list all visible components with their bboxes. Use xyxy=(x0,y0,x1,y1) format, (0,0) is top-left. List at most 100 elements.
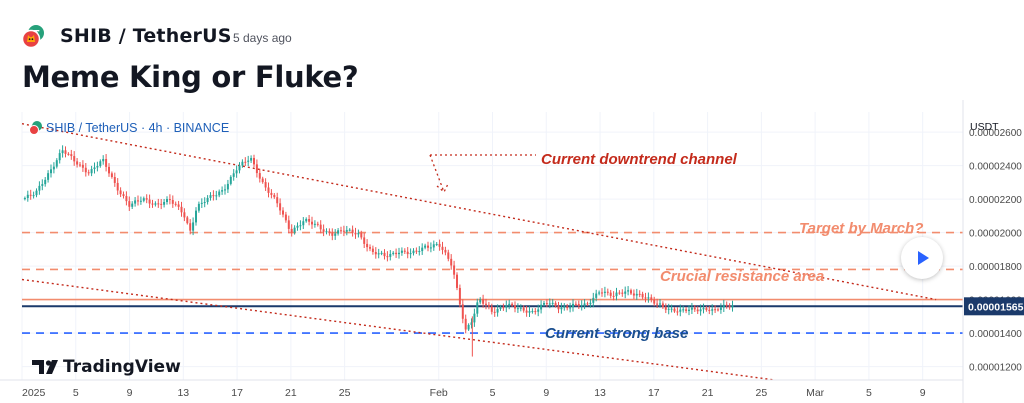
candle-body xyxy=(116,182,119,191)
candle-body xyxy=(177,204,180,207)
candle-body xyxy=(293,227,296,233)
candle xyxy=(81,160,84,172)
chart-legend[interactable]: SHIB / TetherUS · 4h · BINANCE xyxy=(46,121,229,135)
candle xyxy=(70,149,73,160)
candle-body xyxy=(627,290,630,292)
candle xyxy=(142,196,145,203)
candle xyxy=(644,292,647,303)
candle-body xyxy=(415,250,418,252)
symbol-title[interactable]: SHIB / TetherUS xyxy=(60,25,232,47)
candle xyxy=(137,195,139,206)
candle xyxy=(325,228,328,235)
candle-body xyxy=(456,274,458,288)
candle-body xyxy=(615,292,618,297)
candle-body xyxy=(534,311,537,313)
candle xyxy=(110,171,113,179)
candle-body xyxy=(351,229,354,233)
candle xyxy=(282,207,284,218)
candle xyxy=(128,196,131,211)
candle xyxy=(273,193,276,199)
candle-body xyxy=(653,299,656,304)
candle xyxy=(235,165,238,178)
candle-body xyxy=(331,233,334,236)
candle-body xyxy=(644,297,647,299)
x-tick-label: 25 xyxy=(339,387,351,399)
candle-body xyxy=(319,224,322,230)
candle-body xyxy=(441,246,444,250)
candle xyxy=(609,289,612,299)
candle-body xyxy=(203,202,206,204)
candle xyxy=(427,241,429,252)
candle-body xyxy=(241,161,244,166)
candle-body xyxy=(183,212,186,218)
candle xyxy=(160,199,163,210)
candle-body xyxy=(714,309,717,311)
candle-body xyxy=(137,200,139,202)
candle xyxy=(467,323,470,331)
candle-body xyxy=(485,303,487,305)
candle xyxy=(366,239,369,252)
candle-body xyxy=(264,182,267,188)
candle-body xyxy=(557,306,560,310)
candle xyxy=(635,288,638,300)
candle xyxy=(505,300,508,313)
candle xyxy=(96,161,99,172)
candle-body xyxy=(99,161,102,167)
candle-body xyxy=(493,311,496,313)
candle-body xyxy=(554,302,557,307)
candle xyxy=(476,298,479,317)
candle xyxy=(67,152,70,156)
candle-body xyxy=(311,221,313,225)
candle-body xyxy=(661,303,664,307)
candle xyxy=(653,296,656,307)
candle xyxy=(554,301,557,308)
candle xyxy=(679,304,682,317)
candle xyxy=(708,306,711,315)
candle-body xyxy=(369,247,371,249)
candle-body xyxy=(598,292,601,294)
candle xyxy=(409,248,412,259)
candle xyxy=(244,157,247,167)
price-chart[interactable]: Current downtrend channel Target by March… xyxy=(0,100,1024,403)
candle xyxy=(131,201,134,209)
chart-area[interactable]: Current downtrend channel Target by March… xyxy=(0,100,1024,403)
candle-body xyxy=(44,179,47,185)
candle xyxy=(693,304,696,312)
candle xyxy=(490,303,493,315)
candle-body xyxy=(108,166,110,174)
candle-body xyxy=(476,302,479,314)
candle xyxy=(218,189,221,198)
candle-body xyxy=(722,304,725,308)
candle-body xyxy=(55,160,58,167)
candle-body xyxy=(35,190,38,196)
candle-body xyxy=(122,194,125,197)
candle xyxy=(122,191,125,199)
play-button[interactable] xyxy=(901,237,943,279)
candle xyxy=(316,221,319,227)
candle xyxy=(334,229,337,240)
candle xyxy=(38,181,41,195)
candle-body xyxy=(166,199,168,203)
candle-body xyxy=(160,203,163,205)
candle xyxy=(311,216,313,229)
candle-body xyxy=(731,305,734,308)
candle-body xyxy=(725,304,728,306)
candle-body xyxy=(386,256,389,258)
candle xyxy=(685,306,688,314)
candle xyxy=(508,299,511,310)
candle-body xyxy=(125,196,128,202)
candle-body xyxy=(624,291,627,294)
x-tick-label: 5 xyxy=(73,387,79,399)
candle xyxy=(531,308,534,314)
candle-body xyxy=(392,252,395,254)
candle-body xyxy=(131,203,134,207)
candle xyxy=(26,190,29,202)
candle-body xyxy=(29,194,32,196)
current-price-tag xyxy=(964,297,1024,316)
candle-body xyxy=(189,223,192,231)
candle-body xyxy=(670,308,673,310)
annotation-4: Current strong base xyxy=(545,325,688,342)
candle xyxy=(241,159,244,168)
candle xyxy=(305,217,308,223)
candle xyxy=(412,248,415,256)
